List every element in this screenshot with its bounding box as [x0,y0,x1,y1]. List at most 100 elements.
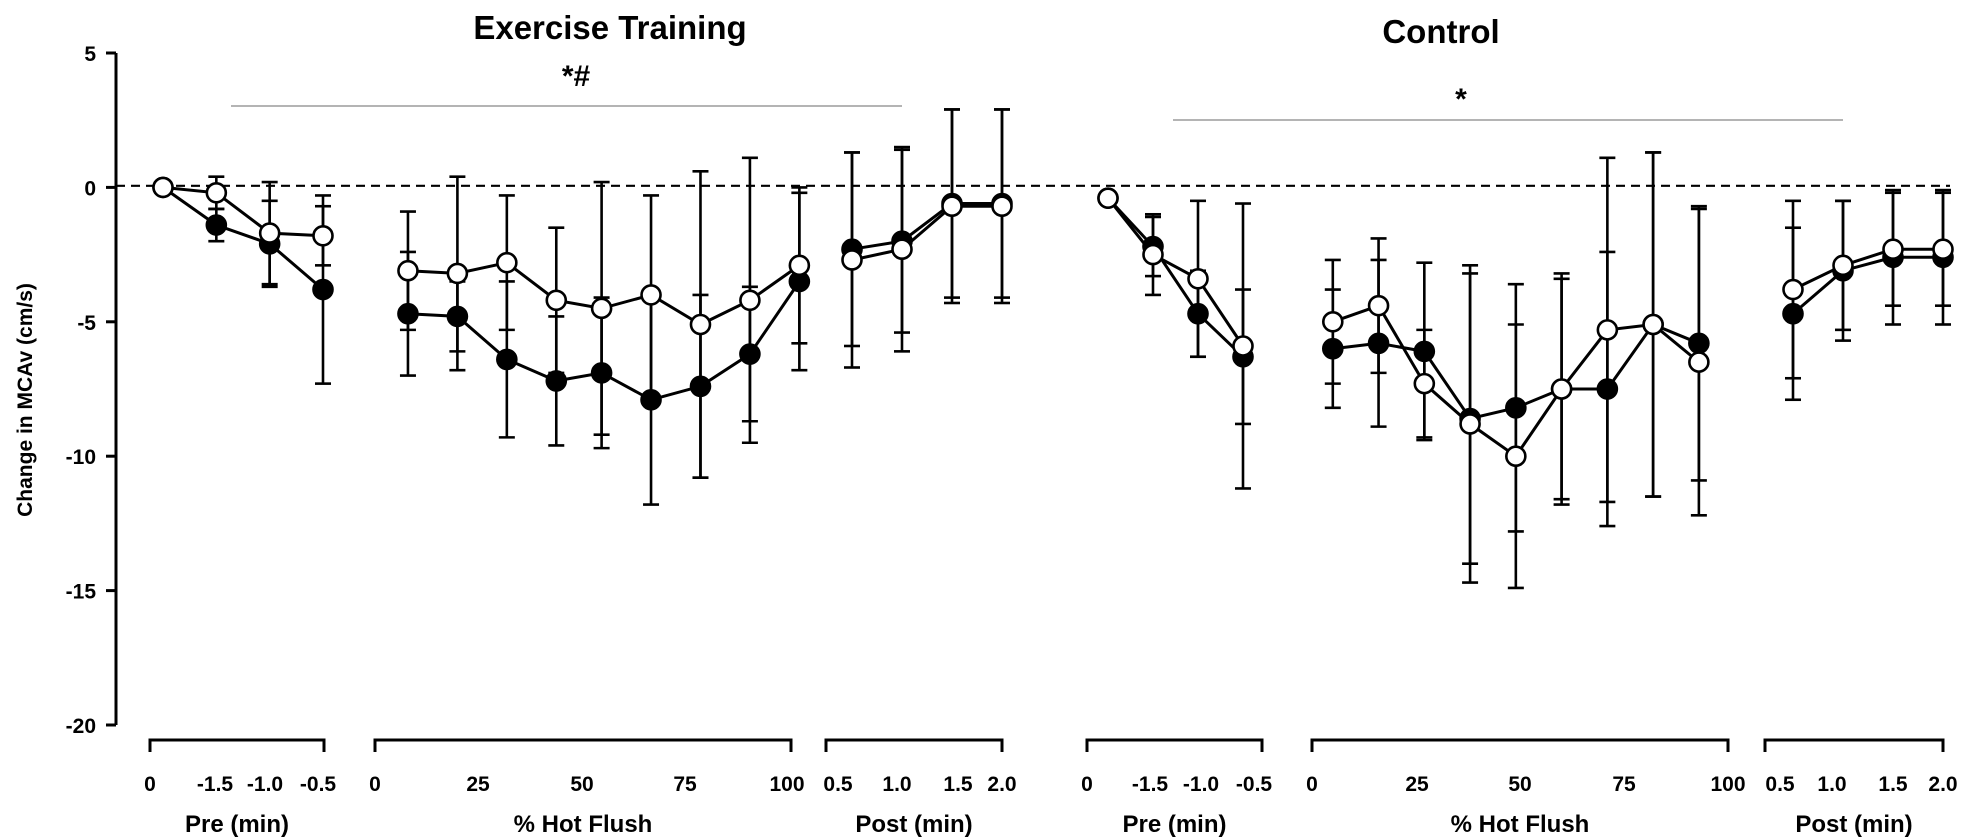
x-group-label-post: Post (min) [1795,811,1912,838]
data-point-open [941,195,963,218]
data-point-filled [640,388,662,411]
x-tick-label: 100 [769,773,804,796]
data-point-open [152,176,174,199]
series-line-filled [162,186,324,291]
x-axes: 0 -1.5 -1.0 -0.5 Pre (min) 0 25 50 75 100 % Hot Fl… [144,738,1958,838]
data-point-open [446,262,469,285]
significance-marker-control: * [1455,83,1467,116]
data-point-open [545,289,568,312]
data-point-open [205,181,228,204]
x-tick-label: -0.5 [300,773,337,796]
data-point-filled [205,214,228,236]
series-line-filled [851,202,1002,251]
x-tick-label: 100 [1710,773,1745,796]
series-line-open [1106,197,1245,347]
x-tick-label: -1.0 [247,773,283,796]
data-point-filled [397,302,419,325]
x-group-label-hotflush: % Hot Flush [514,811,653,838]
data-point-filled [545,370,568,392]
data-point-open [841,249,863,271]
data-point-filled [1322,337,1344,360]
data-point-open [689,313,712,336]
x-tick-label: -1.5 [197,773,234,796]
y-tick-label: -10 [66,446,96,469]
x-tick-label: 50 [1508,773,1531,796]
x-tick-label: -1.5 [1132,773,1169,796]
data-point-filled [446,305,469,328]
data-point-open [496,251,518,274]
data-point-filled [1782,302,1804,325]
data-point-open [312,224,334,247]
y-ticks: 5 0 -5 -10 -15 -20 [66,43,116,738]
x-tick-label: 1.0 [1817,773,1846,796]
data-point-open [1187,267,1209,290]
data-point-open [1232,335,1254,357]
series-lines [162,185,1943,459]
data-point-filled [1596,378,1619,400]
data-point-filled [1367,332,1390,355]
data-point-open [1782,278,1804,301]
series-markers [152,176,1954,468]
x-group-label-pre: Pre (min) [185,811,289,838]
data-point-open [640,284,662,306]
data-point-open [1642,313,1664,336]
x-tick-label: 0 [369,773,381,796]
x-tick-label: 25 [466,773,490,796]
x-group-label-hotflush: % Hot Flush [1451,811,1590,838]
data-point-open [1832,254,1854,277]
x-tick-label: 0.5 [1765,773,1795,796]
x-tick-label: 75 [673,773,697,796]
data-point-open [788,254,811,277]
x-tick-label: 1.5 [1878,773,1908,796]
series-line-filled [1792,255,1943,315]
x-tick-label: -0.5 [1236,773,1273,796]
data-point-open [1688,351,1710,373]
x-tick-label: 50 [570,773,593,796]
x-tick-label: 0 [1306,773,1318,796]
x-group-label-pre: Pre (min) [1122,811,1226,838]
series-line-open [851,204,1002,262]
data-point-open [1322,310,1344,333]
data-point-filled [689,375,712,398]
data-point-open [739,289,761,312]
data-point-open [991,195,1013,218]
data-point-filled [1505,397,1527,419]
y-tick-label: 0 [84,177,96,200]
x-tick-label: 0 [1081,773,1093,796]
data-point-filled [739,343,761,365]
data-point-open [1550,378,1573,400]
data-point-filled [1187,302,1209,325]
x-group-label-post: Post (min) [855,811,972,838]
data-point-filled [590,362,613,384]
y-tick-label: -5 [77,312,96,335]
x-tick-label: 25 [1405,773,1429,796]
y-tick-label: -20 [66,715,96,738]
data-point-filled [496,348,518,371]
x-tick-label: 0 [144,773,156,796]
panel-title-exercise: Exercise Training [473,9,746,46]
data-point-filled [312,278,334,301]
y-tick-label: -15 [66,581,97,604]
data-point-open [590,297,613,320]
data-layer [152,108,1954,590]
data-point-open [891,238,913,261]
x-tick-label: 1.0 [882,773,911,796]
data-point-open [1596,319,1619,341]
x-tick-label: -1.0 [1183,773,1219,796]
data-point-open [258,222,281,244]
data-point-open [1367,294,1390,317]
y-tick-label: 5 [84,43,96,66]
x-tick-label: 2.0 [1928,773,1957,796]
data-point-open [1459,413,1481,435]
x-tick-label: 0.5 [823,773,853,796]
data-point-open [1505,445,1527,468]
data-point-open [1097,187,1119,209]
data-point-open [1932,238,1954,261]
x-tick-label: 1.5 [943,773,973,796]
data-point-open [1413,372,1436,395]
significance-marker-exercise: *# [562,60,591,93]
x-tick-label: 2.0 [987,773,1016,796]
data-point-open [1142,243,1164,266]
y-axis-label: Change in MCAv (cm/s) [14,283,37,517]
